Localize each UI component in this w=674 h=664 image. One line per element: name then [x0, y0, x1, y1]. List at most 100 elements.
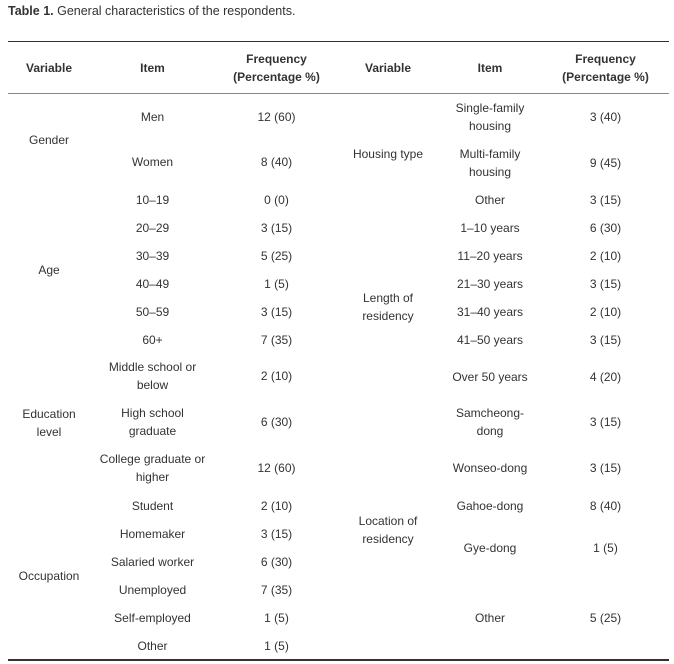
item-31-40-years: 31–40 years: [456, 305, 524, 319]
item-single-family-line1: Single-family: [455, 101, 525, 115]
item-middle-school: Middle school or below: [90, 356, 215, 396]
freq-housing-other: 3 (15): [589, 193, 622, 207]
item-middle-school-line2: below: [136, 378, 169, 392]
item-single-family-line2: housing: [468, 119, 512, 133]
item-41-50-years: 41–50 years: [456, 333, 524, 347]
item-housing-other: Other: [474, 193, 505, 207]
item-multi-family-line2: housing: [468, 165, 512, 179]
header-frequency-right: Frequency (Percentage %): [542, 42, 669, 93]
freq-41-50-years: 3 (15): [589, 333, 622, 347]
header-frequency-right-line2: (Percentage %): [562, 69, 649, 84]
item-gahoe-dong: Gahoe-dong: [456, 499, 524, 513]
variable-education-line2: level: [36, 425, 62, 439]
item-age-30-39: 30–39: [135, 249, 170, 263]
freq-31-40-years: 2 (10): [589, 305, 622, 319]
header-frequency-left: Frequency (Percentage %): [215, 42, 338, 93]
item-multi-family-line1: Multi-family: [459, 147, 521, 161]
item-self-employed: Self-employed: [114, 611, 191, 625]
item-21-30-years: 21–30 years: [456, 277, 524, 291]
freq-unemployed: 7 (35): [260, 583, 293, 597]
caption-text: General characteristics of the responden…: [53, 4, 296, 18]
item-samcheong-dong: Samcheong- dong: [438, 402, 542, 442]
item-single-family: Single-family housing: [438, 97, 542, 137]
item-multi-family: Multi-family housing: [438, 143, 542, 183]
item-gye-dong: Gye-dong: [463, 541, 517, 555]
header-frequency-left-line1: Frequency: [246, 51, 307, 66]
item-high-school: High school graduate: [90, 402, 215, 442]
item-salaried-worker: Salaried worker: [110, 555, 195, 569]
variable-gender: Gender: [28, 133, 70, 147]
variable-location-line2: residency: [362, 532, 414, 546]
freq-wonseo-dong: 3 (15): [589, 461, 622, 475]
freq-salaried-worker: 6 (30): [260, 555, 293, 569]
freq-samcheong-dong: 3 (15): [589, 415, 622, 429]
item-homemaker: Homemaker: [119, 527, 186, 541]
freq-1-10-years: 6 (30): [589, 221, 622, 235]
freq-homemaker: 3 (15): [260, 527, 293, 541]
item-occupation-other: Other: [137, 639, 168, 653]
item-age-20-29: 20–29: [135, 221, 170, 235]
variable-length-line2: residency: [362, 309, 414, 323]
freq-age-60-plus: 7 (35): [260, 333, 293, 347]
header-variable-left: Variable: [25, 60, 73, 75]
header-variable-right: Variable: [364, 60, 412, 75]
item-age-60-plus: 60+: [142, 333, 163, 347]
item-age-40-49: 40–49: [135, 277, 170, 291]
variable-age: Age: [38, 263, 60, 277]
variable-occupation: Occupation: [18, 569, 80, 583]
item-location-other: Other: [474, 611, 505, 625]
freq-gahoe-dong: 8 (40): [589, 499, 622, 513]
item-over-50-years: Over 50 years: [452, 370, 528, 384]
freq-age-30-39: 5 (25): [260, 249, 293, 263]
header-item-left: Item: [140, 60, 165, 75]
item-age-10-19: 10–19: [135, 193, 170, 207]
item-high-school-line1: High school: [121, 406, 184, 420]
table-top-rule: [8, 41, 669, 42]
variable-location-line1: Location of: [358, 514, 418, 528]
freq-age-50-59: 3 (15): [260, 305, 293, 319]
freq-age-20-29: 3 (15): [260, 221, 293, 235]
header-item-right: Item: [477, 60, 503, 75]
item-student: Student: [131, 499, 174, 513]
header-frequency-left-line2: (Percentage %): [233, 69, 320, 84]
freq-age-10-19: 0 (0): [264, 193, 289, 207]
freq-self-employed: 1 (5): [264, 611, 289, 625]
freq-11-20-years: 2 (10): [589, 249, 622, 263]
item-high-school-line2: graduate: [128, 424, 177, 438]
freq-high-school: 6 (30): [260, 415, 293, 429]
freq-location-other: 5 (25): [589, 611, 622, 625]
item-men: Men: [140, 110, 165, 124]
variable-length-of-residency: Length of residency: [338, 287, 438, 327]
item-college-line1: College graduate or: [99, 452, 206, 466]
freq-gye-dong: 1 (5): [593, 541, 618, 555]
item-age-50-59: 50–59: [135, 305, 170, 319]
item-women: Women: [131, 155, 174, 169]
item-unemployed: Unemployed: [118, 583, 187, 597]
freq-21-30-years: 3 (15): [589, 277, 622, 291]
table-caption: Table 1. General characteristics of the …: [8, 4, 295, 18]
item-wonseo-dong: Wonseo-dong: [452, 461, 528, 475]
freq-college: 12 (60): [257, 461, 296, 475]
header-frequency-right-line1: Frequency: [575, 51, 636, 66]
freq-middle-school: 2 (10): [260, 369, 293, 383]
item-1-10-years: 1–10 years: [460, 221, 520, 235]
header-bottom-rule: [8, 93, 669, 94]
freq-multi-family: 9 (45): [589, 156, 622, 170]
freq-women: 8 (40): [260, 155, 293, 169]
variable-housing-type: Housing type: [352, 147, 424, 161]
table-bottom-rule: [8, 659, 669, 661]
item-11-20-years: 11–20 years: [457, 249, 523, 263]
freq-occupation-other: 1 (5): [264, 639, 289, 653]
item-college: College graduate or higher: [90, 448, 215, 488]
caption-label: Table 1.: [8, 4, 54, 18]
item-college-line2: higher: [135, 470, 170, 484]
item-samcheong-line1: Samcheong-: [455, 406, 525, 420]
freq-student: 2 (10): [260, 499, 293, 513]
variable-education: Education level: [8, 403, 90, 443]
freq-age-40-49: 1 (5): [264, 277, 289, 291]
item-middle-school-line1: Middle school or: [108, 360, 197, 374]
freq-over-50-years: 4 (20): [589, 370, 622, 384]
freq-men: 12 (60): [257, 110, 296, 124]
item-samcheong-line2: dong: [476, 424, 504, 438]
variable-education-line1: Education: [22, 407, 76, 421]
